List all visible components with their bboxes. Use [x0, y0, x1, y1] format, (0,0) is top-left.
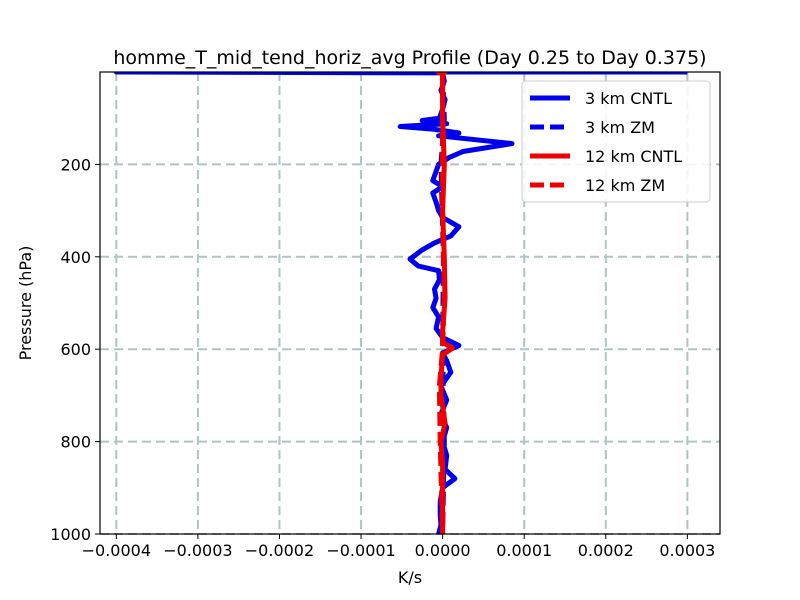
- legend-label: 3 km CNTL: [585, 89, 672, 108]
- y-tick-label: 1000: [50, 525, 91, 544]
- series-layer: [113, 72, 688, 534]
- y-tick-label: 600: [60, 340, 91, 359]
- legend-label: 12 km CNTL: [585, 147, 682, 166]
- legend-label: 12 km ZM: [585, 176, 665, 195]
- x-tick-label: 0.0000: [415, 541, 471, 560]
- plot-frame: [99, 71, 721, 535]
- y-tick-label: 800: [60, 433, 91, 452]
- x-tick-label: −0.0004: [82, 541, 151, 560]
- legend: 3 km CNTL 3 km ZM 12 km CNTL 12 km ZM: [521, 80, 711, 203]
- ticks: −0.0004 −0.0003 −0.0002 −0.0001 0.0000 0.0001…: [50, 155, 715, 560]
- x-tick-label: −0.0003: [163, 541, 232, 560]
- chart-title: homme_T_mid_tend_horiz_avg Profile (Day …: [113, 47, 706, 69]
- series-line-3: [436, 72, 447, 534]
- x-tick-label: 0.0001: [496, 541, 552, 560]
- x-axis-label: K/s: [398, 568, 422, 587]
- y-axis-label: Pressure (hPa): [16, 246, 35, 361]
- legend-label: 3 km ZM: [585, 118, 655, 137]
- x-tick-label: −0.0002: [245, 541, 314, 560]
- x-tick-label: 0.0002: [578, 541, 634, 560]
- x-tick-label: −0.0001: [326, 541, 395, 560]
- x-tick-label: 0.0003: [659, 541, 715, 560]
- legend-box: [521, 80, 711, 203]
- y-tick-label: 200: [60, 155, 91, 174]
- y-tick-label: 400: [60, 248, 91, 267]
